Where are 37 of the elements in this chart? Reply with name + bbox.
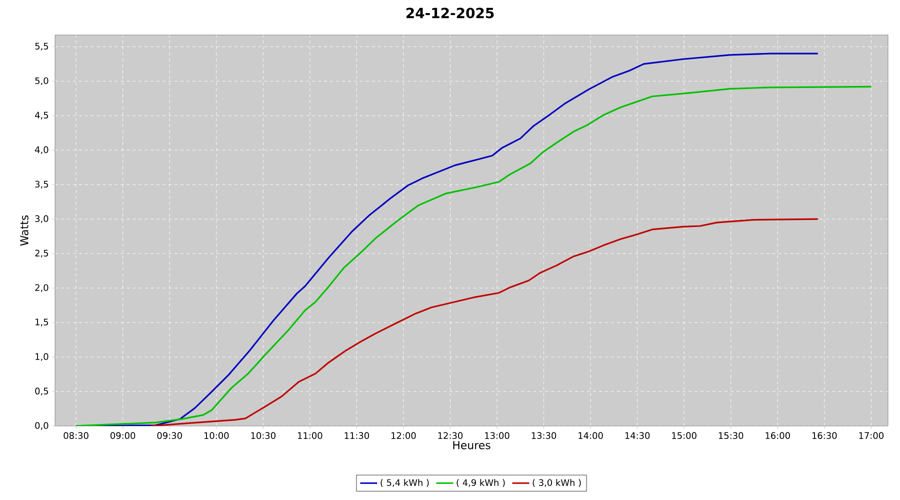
x-axis-title: Heures <box>453 441 490 450</box>
x-tick-label: 16:00 <box>766 432 790 439</box>
x-tick-label: 12:30 <box>438 432 463 439</box>
y-tick-label: 5,5 <box>35 42 48 50</box>
x-tick-label: 16:30 <box>812 432 837 439</box>
x-tick-label: 15:00 <box>672 432 696 439</box>
x-tick-label: 10:30 <box>251 432 276 439</box>
legend-label: ( 5,4 kWh ) <box>380 479 429 488</box>
x-tick-label: 17:00 <box>859 432 884 439</box>
x-tick-label: 11:00 <box>298 432 322 439</box>
y-tick-label: 1,5 <box>36 318 48 326</box>
y-tick-label: 4,5 <box>35 112 48 120</box>
y-axis-title: Watts <box>20 215 28 246</box>
x-tick-label: 09:30 <box>157 432 182 439</box>
x-tick-label: 14:00 <box>578 432 603 439</box>
y-tick-label: 2,5 <box>35 250 48 258</box>
x-tick-label: 11:30 <box>344 432 370 439</box>
y-tick-label: 5,0 <box>35 77 48 86</box>
y-tick-label: 4,0 <box>35 146 48 154</box>
legend-label: ( 3,0 kWh ) <box>532 479 581 488</box>
x-tick-label: 12:00 <box>392 432 416 439</box>
y-tick-label: 0,0 <box>35 422 48 430</box>
chart-title: 24-12-2025 <box>406 8 494 18</box>
x-tick-label: 10:00 <box>204 432 229 439</box>
y-tick-label: 0,5 <box>35 388 48 396</box>
y-tick-label: 2,0 <box>35 284 48 292</box>
x-tick-label: 08:30 <box>64 432 88 439</box>
x-tick-label: 13:30 <box>532 432 556 439</box>
legend-label: ( 4,9 kWh ) <box>456 479 505 488</box>
line-series <box>150 218 819 426</box>
x-tick-label: 15:30 <box>718 432 744 439</box>
x-tick-label: 14:30 <box>625 432 650 439</box>
y-tick-label: 1,0 <box>36 353 48 361</box>
y-tick-label: 3,5 <box>35 180 48 188</box>
x-tick-label: 09:00 <box>110 432 136 439</box>
y-tick-label: 3,0 <box>35 215 48 223</box>
x-tick-label: 13:00 <box>485 432 510 439</box>
